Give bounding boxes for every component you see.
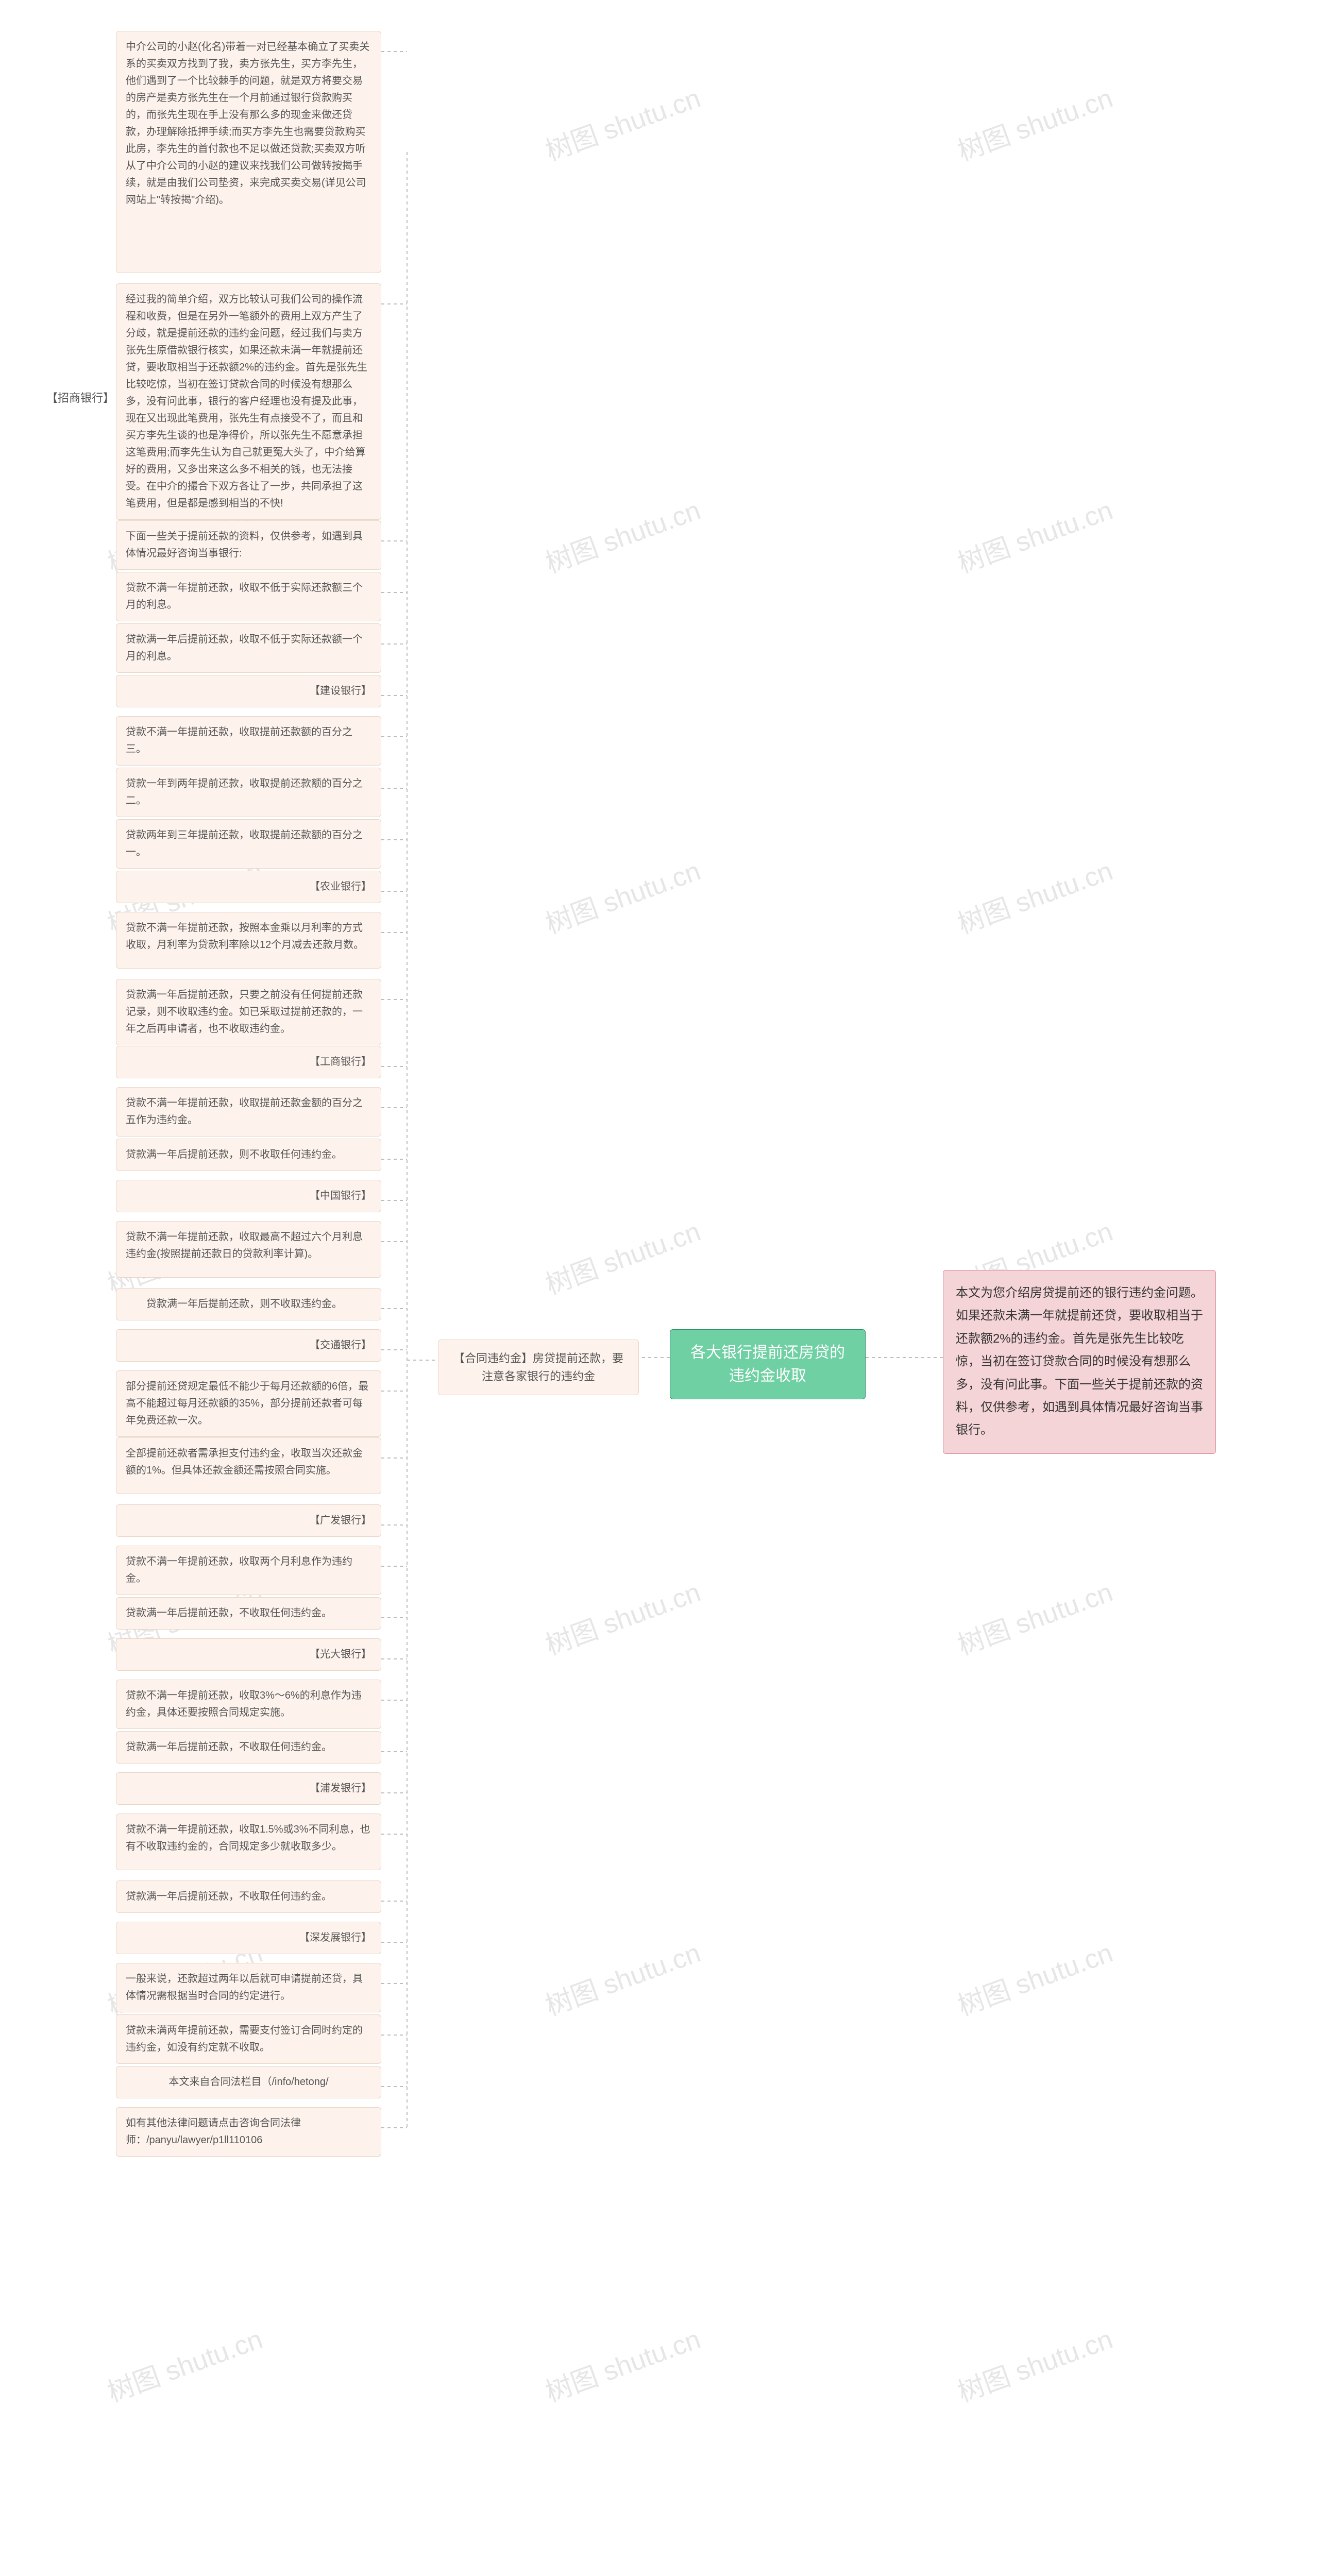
leaf-node: 【工商银行】 <box>116 1046 381 1078</box>
leaf-node: 贷款满一年后提前还款，只要之前没有任何提前还款记录，则不收取违约金。如已采取过提… <box>116 979 381 1045</box>
leaf-node: 贷款不满一年提前还款，收取3%～6%的利息作为违约金，具体还要按照合同规定实施。 <box>116 1680 381 1729</box>
leaf-node: 贷款不满一年提前还款，收取两个月利息作为违约金。 <box>116 1546 381 1595</box>
root-node: 各大银行提前还房贷的违约金收取 <box>670 1329 866 1399</box>
leaf-node: 贷款不满一年提前还款，收取最高不超过六个月利息违约金(按照提前还款日的贷款利率计… <box>116 1221 381 1278</box>
leaf-node: 贷款不满一年提前还款，收取不低于实际还款额三个月的利息。 <box>116 572 381 621</box>
leaf-node: 一般来说，还款超过两年以后就可申请提前还贷，具体情况需根据当时合同的约定进行。 <box>116 1963 381 2012</box>
leaf-node: 中介公司的小赵(化名)带着一对已经基本确立了买卖关系的买卖双方找到了我，卖方张先… <box>116 31 381 273</box>
leaf-node: 贷款不满一年提前还款，收取提前还款额的百分之三。 <box>116 716 381 766</box>
leaf-node: 【建设银行】 <box>116 675 381 707</box>
leaf-node: 贷款满一年后提前还款，不收取任何违约金。 <box>116 1731 381 1764</box>
bank-tag-zhaoshang: 【招商银行】 <box>46 389 114 405</box>
leaf-node: 贷款未满两年提前还款，需要支付签订合同时约定的违约金，如没有约定就不收取。 <box>116 2014 381 2064</box>
leaf-node: 经过我的简单介绍，双方比较认可我们公司的操作流程和收费，但是在另外一笔额外的费用… <box>116 283 381 520</box>
leaf-node: 全部提前还款者需承担支付违约金，收取当次还款金额的1%。但具体还款金额还需按照合… <box>116 1437 381 1494</box>
mindmap-canvas: 各大银行提前还房贷的违约金收取 本文为您介绍房贷提前还的银行违约金问题。如果还款… <box>0 0 1319 2576</box>
leaf-node: 贷款满一年后提前还款，则不收取违约金。 <box>116 1288 381 1320</box>
leaf-node: 贷款满一年后提前还款，不收取任何违约金。 <box>116 1597 381 1630</box>
leaf-node: 贷款不满一年提前还款，收取1.5%或3%不同利息，也有不收取违约金的，合同规定多… <box>116 1814 381 1870</box>
leaf-node: 本文来自合同法栏目（/info/hetong/ <box>116 2066 381 2098</box>
leaf-node: 【中国银行】 <box>116 1180 381 1212</box>
summary-node: 本文为您介绍房贷提前还的银行违约金问题。如果还款未满一年就提前还贷，要收取相当于… <box>943 1270 1216 1454</box>
leaf-node: 【农业银行】 <box>116 871 381 903</box>
leaf-node: 贷款一年到两年提前还款，收取提前还款额的百分之二。 <box>116 768 381 817</box>
leaf-node: 【光大银行】 <box>116 1638 381 1671</box>
leaf-node: 如有其他法律问题请点击咨询合同法律师：/panyu/lawyer/p1ll110… <box>116 2107 381 2157</box>
leaf-node: 部分提前还贷规定最低不能少于每月还款额的6倍，最高不能超过每月还款额的35%，部… <box>116 1370 381 1437</box>
leaf-node: 贷款不满一年提前还款，按照本金乘以月利率的方式收取，月利率为贷款利率除以12个月… <box>116 912 381 969</box>
leaf-node: 贷款不满一年提前还款，收取提前还款金额的百分之五作为违约金。 <box>116 1087 381 1137</box>
leaf-node: 贷款满一年后提前还款，收取不低于实际还款额一个月的利息。 <box>116 623 381 673</box>
leaf-node: 贷款满一年后提前还款，不收取任何违约金。 <box>116 1880 381 1913</box>
sub-node: 【合同违约金】房贷提前还款，要注意各家银行的违约金 <box>438 1340 639 1395</box>
leaf-node: 下面一些关于提前还款的资料，仅供参考，如遇到具体情况最好咨询当事银行: <box>116 520 381 570</box>
leaf-node: 【广发银行】 <box>116 1504 381 1537</box>
leaf-node: 贷款两年到三年提前还款，收取提前还款额的百分之一。 <box>116 819 381 869</box>
leaf-node: 【交通银行】 <box>116 1329 381 1362</box>
leaf-node: 【浦发银行】 <box>116 1772 381 1805</box>
leaf-node: 贷款满一年后提前还款，则不收取任何违约金。 <box>116 1139 381 1171</box>
leaf-node: 【深发展银行】 <box>116 1922 381 1954</box>
